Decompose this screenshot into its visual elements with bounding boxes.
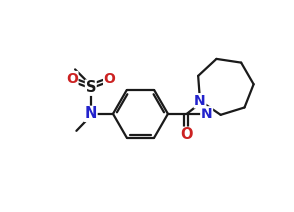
Text: N: N (85, 106, 97, 121)
Text: N: N (201, 107, 213, 121)
Text: O: O (104, 71, 116, 85)
Text: S: S (86, 80, 96, 95)
Text: N: N (194, 94, 206, 108)
Text: O: O (180, 127, 193, 142)
Text: O: O (66, 71, 78, 85)
